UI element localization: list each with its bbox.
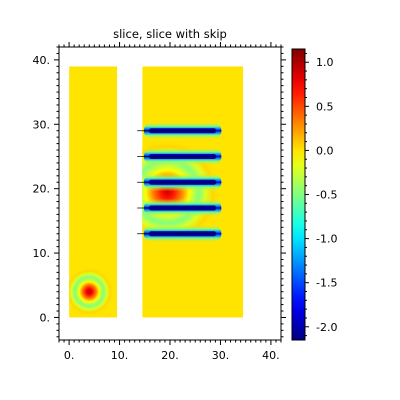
colorbar-tick-label: -1.5 bbox=[316, 277, 337, 290]
colorbar-tick-label: -0.5 bbox=[316, 189, 337, 202]
colorbar: 1.0 0.5 0.0 -0.5 -1.0 -1.5 -2.0 bbox=[291, 48, 337, 341]
x-tick-label: 30. bbox=[212, 349, 230, 362]
left-slab bbox=[69, 66, 118, 318]
colorbar-tick-label: 0.5 bbox=[316, 100, 334, 113]
colorbar-tick-label: -1.0 bbox=[316, 233, 337, 246]
y-tick-label: 0. bbox=[40, 311, 51, 324]
y-tick-label: 20. bbox=[33, 183, 51, 196]
colorbar-tick-label: -2.0 bbox=[316, 321, 337, 334]
source-1 bbox=[142, 139, 220, 244]
x-tick-label: 10. bbox=[111, 349, 129, 362]
x-tick-label: 40. bbox=[262, 349, 280, 362]
y-tick-label: 30. bbox=[33, 118, 51, 131]
plot-area bbox=[58, 46, 282, 341]
chart-title: slice, slice with skip bbox=[113, 27, 227, 41]
colorbar-gradient bbox=[291, 48, 306, 341]
x-axis: 0. 10. 20. 30. 40. bbox=[58, 42, 282, 362]
y-axis: 0. 10. 20. 30. 40. bbox=[33, 46, 286, 338]
right-slab bbox=[142, 66, 244, 318]
x-tick-label: 20. bbox=[161, 349, 179, 362]
source-0 bbox=[69, 267, 114, 316]
colorbar-tick-label: 0.0 bbox=[316, 144, 334, 157]
y-tick-label: 10. bbox=[33, 247, 51, 260]
y-tick-label: 40. bbox=[33, 54, 51, 67]
x-tick-label: 0. bbox=[64, 349, 75, 362]
colorbar-tick-label: 1.0 bbox=[316, 56, 334, 69]
